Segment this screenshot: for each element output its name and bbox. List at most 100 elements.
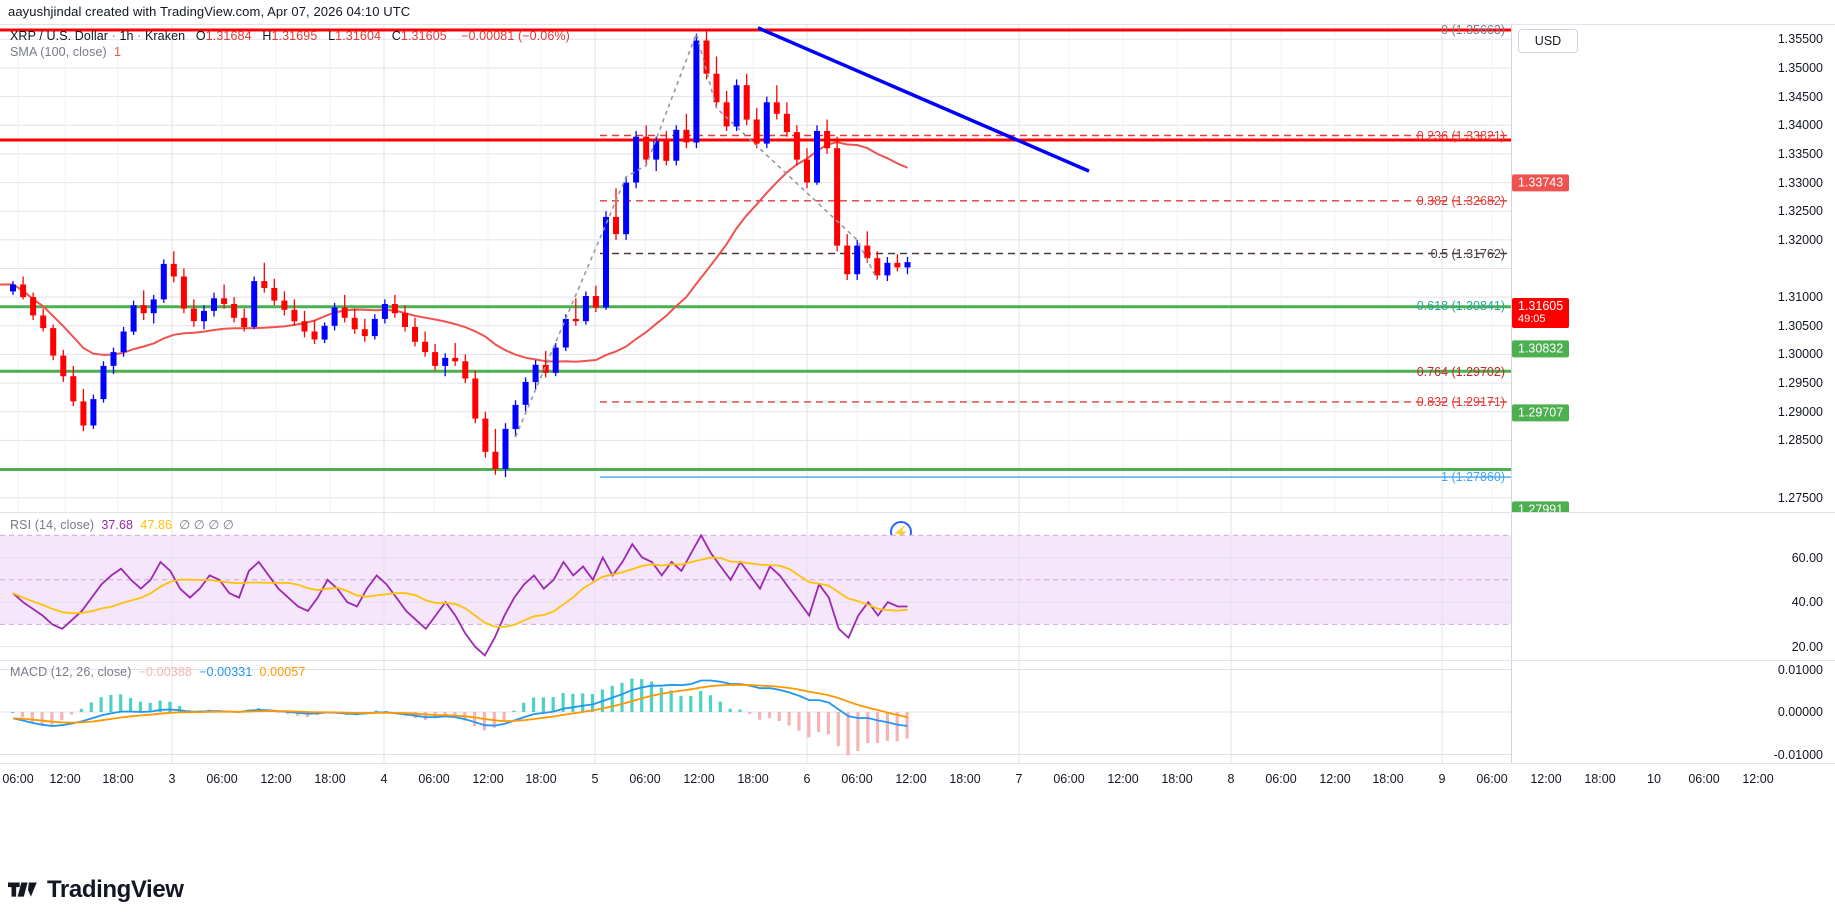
- time-tick: 06:00: [2, 772, 34, 786]
- sma-legend: SMA (100, close) 1: [10, 45, 121, 59]
- macd-tick-0.00000: 0.00000: [1777, 705, 1823, 719]
- fib-label-1: 1 (1.27860): [1441, 470, 1505, 485]
- legend-change-pct: (−0.06%): [517, 29, 570, 43]
- lightning-glyph: ⚡: [892, 524, 910, 540]
- price-tick-1.33500: 1.33500: [1777, 146, 1823, 161]
- time-tick: 18:00: [102, 772, 134, 786]
- tradingview-logo: TradingView: [8, 876, 184, 904]
- tradingview-logo-icon: [8, 882, 37, 897]
- rsi-tick-20.00: 20.00: [1791, 639, 1823, 654]
- macd-tick--0.01000: -0.01000: [1773, 747, 1823, 762]
- price-tick-1.35000: 1.35000: [1777, 61, 1823, 75]
- time-axis[interactable]: 06:00 12:00 18:00 3 06:00 12:00 18:00 4 06:00 12:…: [0, 763, 1835, 797]
- macd-plot-area[interactable]: [0, 661, 1511, 763]
- legend-exchange[interactable]: Kraken: [144, 29, 186, 43]
- time-tick: 18:00: [949, 772, 981, 786]
- price-tick-1.28500: 1.28500: [1777, 433, 1823, 448]
- time-tick: 10: [1647, 772, 1661, 786]
- support-tag-1: 1.30832: [1512, 340, 1570, 358]
- macd-tick-0.01000: 0.01000: [1777, 662, 1823, 677]
- time-tick: 18:00: [1161, 772, 1193, 786]
- price-tick-1.29500: 1.29500: [1777, 376, 1823, 391]
- time-tick: 06:00: [1688, 772, 1720, 786]
- attribution-text: aayushjindal created with TradingView.co…: [8, 4, 411, 19]
- fib-label-0-832: 0.832 (1.29171): [1416, 394, 1505, 409]
- rsi-legend: RSI (14, close) 37.68 47.86 ∅ ∅ ∅ ∅: [10, 517, 234, 532]
- fib-label-0-382: 0.382 (1.32682): [1416, 193, 1505, 208]
- price-tick-1.34000: 1.34000: [1777, 118, 1823, 133]
- sma-label[interactable]: SMA (100, close): [10, 45, 107, 59]
- price-tick-1.31000: 1.31000: [1777, 290, 1823, 305]
- legend-sep-1: ·: [111, 29, 116, 43]
- legend-low-label: L: [328, 29, 336, 43]
- time-tick: 4: [380, 772, 388, 786]
- macd-legend: MACD (12, 26, close) −0.00388 −0.00331 0…: [10, 665, 305, 679]
- time-tick: 06:00: [206, 772, 238, 786]
- fib-label-0-618: 0.618 (1.30841): [1416, 299, 1505, 314]
- currency-badge[interactable]: USD: [1518, 29, 1578, 53]
- tag-value: 1.29707: [1518, 405, 1564, 420]
- time-tick: 12:00: [895, 772, 927, 786]
- time-tick: 06:00: [1053, 772, 1085, 786]
- time-tick: 06:00: [1476, 772, 1508, 786]
- time-tick: 18:00: [1372, 772, 1404, 786]
- time-tick: 12:00: [49, 772, 81, 786]
- macd-axis[interactable]: 0.01000 0.00000 -0.01000: [1511, 661, 1835, 763]
- time-tick: 18:00: [525, 772, 557, 786]
- macd-hist-value: −0.00388: [138, 665, 192, 679]
- fib-label-0: 0 (1.35663): [1441, 23, 1505, 37]
- legend-interval[interactable]: 1h: [119, 29, 134, 43]
- price-pane[interactable]: XRP / U.S. Dollar · 1h · Kraken O1.31684…: [0, 23, 1835, 543]
- rsi-plot-area[interactable]: [0, 513, 1511, 660]
- price-tick-1.34500: 1.34500: [1777, 89, 1823, 104]
- price-tick-1.30000: 1.30000: [1777, 347, 1823, 362]
- time-tick: 18:00: [1584, 772, 1616, 786]
- support-tag-2: 1.29707: [1512, 404, 1570, 422]
- time-tick: 12:00: [1319, 772, 1351, 786]
- price-tick-1.32000: 1.32000: [1777, 232, 1823, 247]
- rsi-pane[interactable]: RSI (14, close) 37.68 47.86 ∅ ∅ ∅ ∅ 60.0…: [0, 512, 1835, 660]
- rsi-tick-60.00: 60.00: [1791, 550, 1823, 565]
- time-tick: 12:00: [1530, 772, 1562, 786]
- time-tick: 18:00: [737, 772, 769, 786]
- price-axis[interactable]: USD 1.35500 1.35000 1.34500 1.34000 1.33500 1…: [1511, 25, 1835, 519]
- legend-sep-2: ·: [137, 29, 142, 43]
- rsi-tick-40.00: 40.00: [1791, 595, 1823, 610]
- time-tick: 8: [1227, 772, 1235, 786]
- chart-container[interactable]: XRP / U.S. Dollar · 1h · Kraken O1.31684…: [0, 23, 1835, 868]
- time-tick: 06:00: [1265, 772, 1297, 786]
- price-tick-1.29000: 1.29000: [1777, 404, 1823, 419]
- legend-change: −0.00081: [461, 29, 515, 43]
- macd-pane[interactable]: MACD (12, 26, close) −0.00388 −0.00331 0…: [0, 660, 1835, 763]
- time-tick: 12:00: [472, 772, 504, 786]
- price-plot-area[interactable]: [0, 25, 1511, 512]
- fib-label-0-764: 0.764 (1.29702): [1416, 364, 1505, 379]
- rsi-axis[interactable]: 60.00 40.00 20.00: [1511, 513, 1835, 660]
- time-tick: 3: [168, 772, 176, 786]
- price-tick-1.30500: 1.30500: [1777, 318, 1823, 333]
- legend-open-label: O: [195, 29, 206, 43]
- sma-value: 1: [113, 45, 121, 59]
- resistance-tag: 1.33743: [1512, 174, 1570, 192]
- time-tick: 06:00: [841, 772, 873, 786]
- time-tick: 06:00: [418, 772, 450, 786]
- legend-symbol[interactable]: XRP / U.S. Dollar: [10, 29, 109, 43]
- fib-label-0-236: 0.236 (1.33821): [1416, 128, 1505, 143]
- time-tick: 12:00: [260, 772, 292, 786]
- legend-close-value: 1.31605: [400, 29, 447, 43]
- legend-open-value: 1.31684: [205, 29, 252, 43]
- time-tick: 12:00: [1742, 772, 1774, 786]
- rsi-label[interactable]: RSI (14, close): [10, 518, 95, 532]
- macd-signal-value: 0.00057: [259, 665, 306, 679]
- macd-label[interactable]: MACD (12, 26, close): [10, 665, 132, 679]
- legend-close-label: C: [391, 29, 401, 43]
- countdown-timer: 49:05: [1518, 313, 1546, 326]
- time-tick: 9: [1438, 772, 1446, 786]
- legend-high-value: 1.31695: [271, 29, 318, 43]
- time-tick: 7: [1015, 772, 1023, 786]
- tag-value: 1.31605: [1518, 298, 1564, 313]
- rsi-ma-value: 47.86: [140, 518, 173, 532]
- rsi-extra: ∅ ∅ ∅ ∅: [179, 518, 234, 532]
- price-tick-1.32500: 1.32500: [1777, 204, 1823, 219]
- tag-value: 1.30832: [1518, 341, 1564, 356]
